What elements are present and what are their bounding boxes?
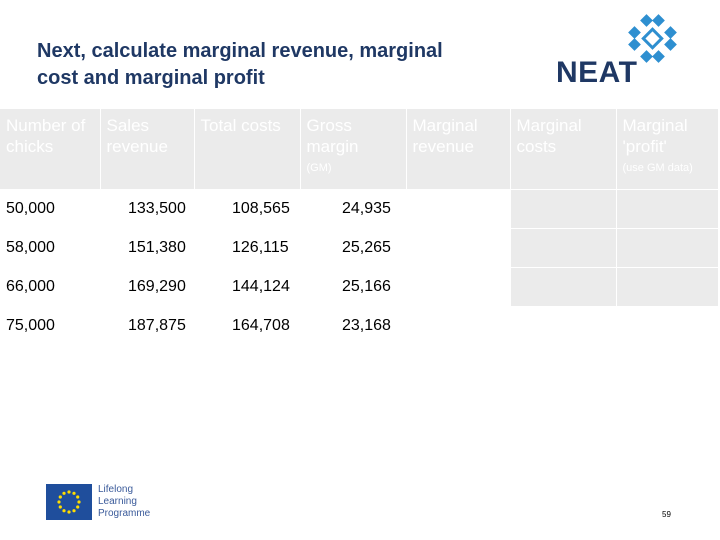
cell-gross-margin: 25,265 xyxy=(300,228,406,268)
cell-total-costs: 108,565 xyxy=(194,189,300,229)
cell-gross-margin: 24,935 xyxy=(300,189,406,229)
table-row: 66,000 169,290 144,124 25,166 xyxy=(0,267,718,307)
cell-chicks: 58,000 xyxy=(0,228,100,268)
program-line: Lifelong xyxy=(98,484,134,495)
header-label: Sales revenue xyxy=(106,116,168,156)
header-label: Marginal costs xyxy=(516,116,582,156)
cell-gross-margin: 25,166 xyxy=(300,267,406,307)
header-label: Number of chicks xyxy=(6,116,86,156)
cell-sales-revenue: 151,380 xyxy=(100,228,194,268)
cell-marginal-revenue[interactable] xyxy=(406,267,510,307)
header-number-of-chicks: Number of chicks xyxy=(0,109,100,190)
program-line: Learning xyxy=(98,496,137,507)
header-total-costs: Total costs xyxy=(193,109,300,190)
cell-marginal-profit[interactable] xyxy=(616,306,718,345)
cell-marginal-costs[interactable] xyxy=(509,228,616,268)
header-marginal-costs: Marginal costs xyxy=(509,109,616,190)
page-number: 59 xyxy=(662,510,671,519)
cell-marginal-costs[interactable] xyxy=(509,267,616,307)
cell-marginal-profit[interactable] xyxy=(615,189,718,229)
header-label: Total costs xyxy=(200,116,281,135)
cell-sales-revenue: 133,500 xyxy=(100,189,194,229)
header-sales-revenue: Sales revenue xyxy=(99,109,194,190)
header-sublabel: (use GM data) xyxy=(622,162,693,174)
cell-sales-revenue: 187,875 xyxy=(100,306,194,345)
cell-total-costs: 126,115 xyxy=(194,228,300,268)
cell-marginal-profit[interactable] xyxy=(615,228,718,268)
header-label: Marginal 'profit' xyxy=(622,116,688,156)
cell-chicks: 50,000 xyxy=(0,189,100,229)
cell-chicks: 66,000 xyxy=(0,267,100,307)
header-label: Marginal revenue xyxy=(412,116,478,156)
neat-logo: NEAT xyxy=(556,14,706,94)
table-row: 58,000 151,380 126,115 25,265 xyxy=(0,228,718,268)
header-sublabel: (GM) xyxy=(306,162,332,174)
cell-marginal-costs[interactable] xyxy=(510,306,616,345)
eu-flag-icon xyxy=(46,484,92,520)
cell-marginal-profit[interactable] xyxy=(615,267,718,307)
cell-sales-revenue: 169,290 xyxy=(100,267,194,307)
cell-total-costs: 164,708 xyxy=(194,306,300,345)
header-marginal-profit: Marginal 'profit' (use GM data) xyxy=(615,109,718,190)
table-row: 50,000 133,500 108,565 24,935 xyxy=(0,189,718,229)
table-row: 75,000 187,875 164,708 23,168 xyxy=(0,306,718,345)
cell-marginal-revenue[interactable] xyxy=(406,189,510,229)
header-gross-margin: Gross margin (GM) xyxy=(299,109,406,190)
header-label: Gross margin xyxy=(306,116,359,156)
neat-logo-text: NEAT xyxy=(556,56,638,89)
lifelong-learning-text: Lifelong Learning Programme xyxy=(98,484,150,520)
header-marginal-revenue: Marginal revenue xyxy=(405,109,510,190)
cell-gross-margin: 23,168 xyxy=(300,306,406,345)
marginal-analysis-table: Number of chicks Sales revenue Total cos… xyxy=(0,109,718,345)
neat-logo-icon xyxy=(628,14,677,63)
program-line: Programme xyxy=(98,508,151,519)
cell-chicks: 75,000 xyxy=(0,306,100,345)
cell-marginal-revenue[interactable] xyxy=(406,228,510,268)
cell-marginal-costs[interactable] xyxy=(509,189,616,229)
cell-marginal-revenue[interactable] xyxy=(406,306,510,345)
table-header-row: Number of chicks Sales revenue Total cos… xyxy=(0,109,718,190)
lifelong-learning-logo: Lifelong Learning Programme xyxy=(46,484,166,524)
slide-title: Next, calculate marginal revenue, margin… xyxy=(37,40,443,89)
cell-total-costs: 144,124 xyxy=(194,267,300,307)
